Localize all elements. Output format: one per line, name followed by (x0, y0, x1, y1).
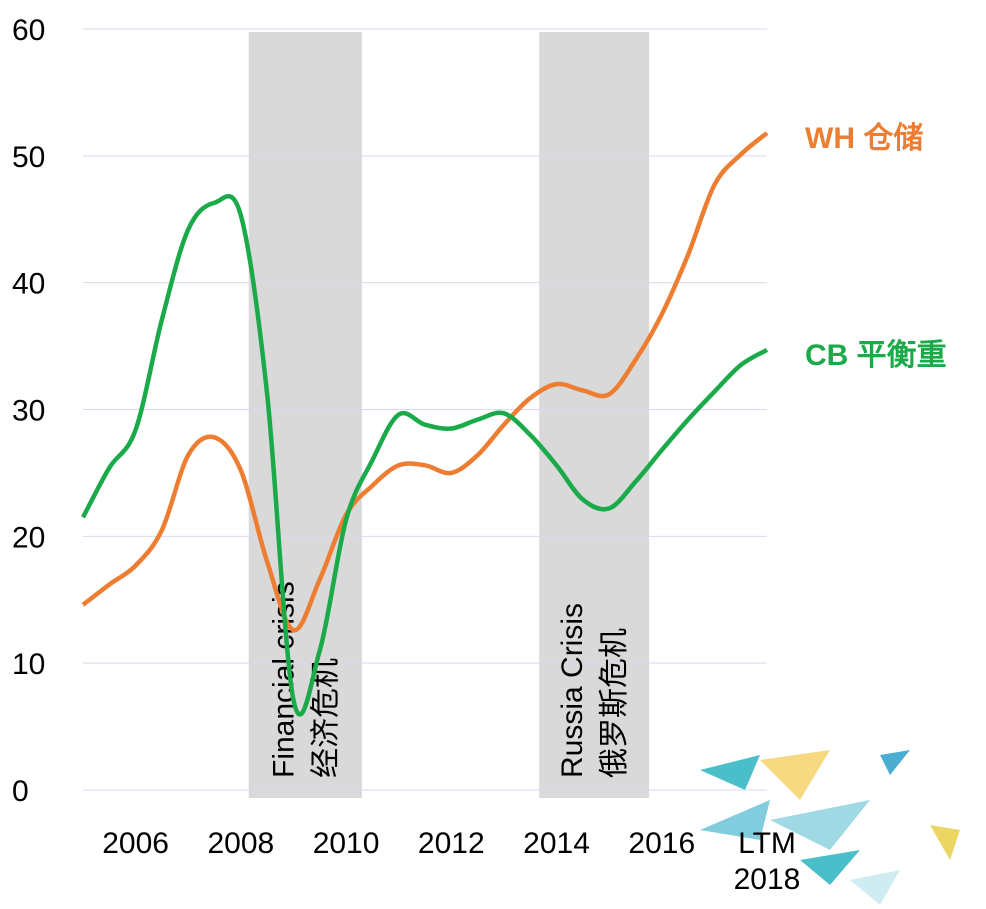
y-tick-label: 50 (12, 141, 45, 174)
x-tick-label: 2008 (186, 826, 296, 862)
y-tick-label: 30 (12, 395, 45, 428)
y-tick-label: 10 (12, 648, 45, 681)
y-tick-label: 40 (12, 268, 45, 301)
series-label: WH 仓储 (805, 122, 923, 155)
x-tick-label: 2012 (396, 826, 506, 862)
x-tick-label: 2006 (81, 826, 191, 862)
region-label: Russia Crisis (556, 603, 589, 778)
y-tick-label: 0 (12, 775, 29, 808)
shaded-region (249, 32, 362, 798)
x-tick-label: LTM 2018 (727, 826, 807, 898)
x-tick-label: 2010 (291, 826, 401, 862)
y-tick-label: 20 (12, 521, 45, 554)
x-tick-label: 2014 (502, 826, 612, 862)
page: 0102030405060Financial crisis经济危机Russia … (0, 0, 986, 909)
x-tick-label: 2016 (607, 826, 717, 862)
chart: 0102030405060Financial crisis经济危机Russia … (0, 0, 986, 909)
series-label: CB 平衡重 (805, 339, 947, 372)
y-tick-label: 60 (12, 14, 45, 47)
region-label: 俄罗斯危机 (598, 628, 631, 778)
line (83, 133, 767, 630)
